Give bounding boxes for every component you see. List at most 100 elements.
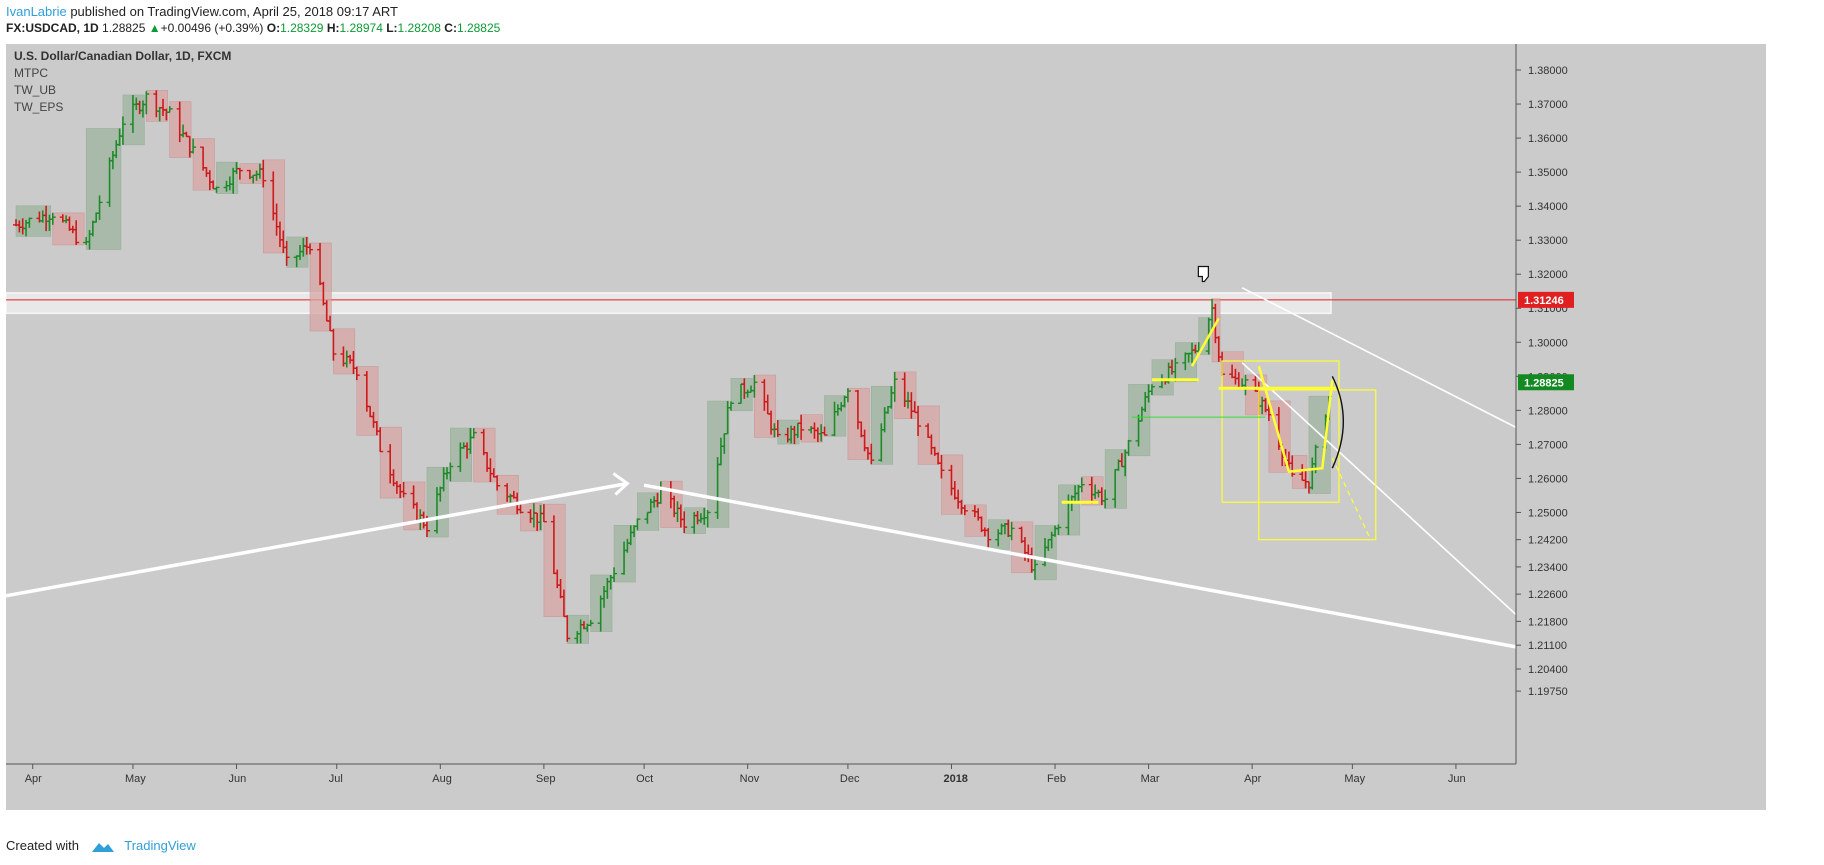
chart-legend: U.S. Dollar/Canadian Dollar, 1D, FXCM MTP… [14, 49, 231, 114]
ohlc-bar[interactable] [868, 443, 875, 465]
x-tick-label: Mar [1141, 773, 1160, 785]
price-label-text: 1.28825 [1524, 377, 1564, 389]
ohlc-bar[interactable] [470, 428, 477, 439]
lower-channel-line[interactable] [1241, 362, 1517, 616]
ohlc-bar[interactable] [1289, 455, 1296, 477]
mtpc-down-box [52, 212, 85, 246]
high-value: 1.28974 [339, 21, 383, 35]
y-tick-label: 1.26000 [1528, 473, 1568, 485]
low-value: 1.28208 [397, 21, 441, 35]
ohlc-bar[interactable] [611, 567, 618, 582]
y-tick-label: 1.36000 [1528, 133, 1568, 145]
ohlc-bar[interactable] [727, 401, 734, 411]
descending-trendline[interactable] [643, 483, 1517, 649]
x-tick-label: Jun [1448, 773, 1466, 785]
ohlc-bar[interactable] [283, 240, 290, 266]
ohlc-bar[interactable] [774, 420, 781, 437]
author-link[interactable]: IvanLabrie [6, 4, 67, 19]
ohlc-bar[interactable] [798, 414, 805, 440]
ohlc-bar[interactable] [681, 511, 688, 533]
ohlc-bar[interactable] [213, 186, 220, 193]
ohlc-bar[interactable] [751, 375, 758, 398]
ohlc-bar[interactable] [190, 138, 197, 154]
y-tick-label: 1.35000 [1528, 167, 1568, 179]
ohlc-bar[interactable] [821, 426, 828, 436]
footer: Created with TradingView [6, 838, 196, 854]
ohlc-bar[interactable] [1102, 489, 1109, 509]
close-label: C: [444, 21, 457, 35]
rally-arrow[interactable] [1190, 317, 1220, 367]
mtpc-up-box [637, 492, 660, 531]
ohlc-bar[interactable] [961, 504, 968, 516]
ohlc-bar[interactable] [73, 220, 80, 245]
ohlc-bar[interactable] [634, 518, 641, 531]
yellow-annotations [1061, 317, 1377, 541]
ohlc-bar[interactable] [891, 371, 898, 402]
ohlc-bar[interactable] [1172, 357, 1179, 382]
ohlc-bar[interactable] [1055, 524, 1062, 536]
y-tick-label: 1.27000 [1528, 439, 1568, 451]
ohlc-bar[interactable] [587, 619, 594, 627]
tradingview-link[interactable]: TradingView [124, 838, 196, 853]
ohlc-bar[interactable] [1242, 374, 1249, 396]
tradingview-logo-icon [91, 842, 114, 852]
price-label-bg [1518, 291, 1574, 308]
ohlc-bar[interactable] [564, 615, 571, 642]
ohlc-bar[interactable] [400, 481, 407, 498]
x-tick-label: Apr [25, 773, 42, 785]
y-tick-label: 1.34000 [1528, 201, 1568, 213]
ohlc-bar[interactable] [1078, 477, 1085, 493]
ohlc-bar[interactable] [1148, 384, 1155, 396]
ohlc-bar[interactable] [236, 167, 243, 180]
ohlc-bar[interactable] [260, 159, 267, 188]
x-tick-label: May [1344, 773, 1365, 785]
ohlc-bar[interactable] [494, 475, 501, 491]
x-tick-label: May [125, 773, 146, 785]
ohlc-bar[interactable] [517, 503, 524, 514]
ohlc-bar[interactable] [26, 217, 33, 228]
ohlc-bar[interactable] [96, 195, 103, 220]
ohlc-bar[interactable] [1008, 521, 1015, 541]
last-price-label: 1.28825 [1518, 374, 1574, 391]
published-text: published on TradingView.com, April 25, … [66, 4, 398, 19]
abc-pattern[interactable] [1257, 365, 1334, 473]
arc-annotation[interactable] [1331, 375, 1345, 469]
resistance-zone[interactable] [6, 292, 1332, 315]
ohlc-bar[interactable] [307, 243, 314, 255]
y-tick-label: 1.20400 [1528, 664, 1568, 676]
ohlc-bar[interactable] [353, 366, 360, 381]
ohlc-bar[interactable] [330, 328, 337, 361]
ohlc-bar[interactable] [377, 427, 384, 453]
ohlc-bar[interactable] [985, 528, 992, 550]
x-axis: Apr May Jun Jul Aug Sep Oct Nov Dec 2018 Feb Mar Apr… [6, 763, 1516, 785]
resistance-price-label: 1.31246 [1518, 291, 1574, 308]
x-tick-label: Apr [1244, 773, 1261, 785]
ohlc-bar[interactable] [540, 504, 547, 523]
ohlc-bar[interactable] [166, 106, 173, 113]
trendline-arrowhead [612, 472, 630, 496]
ohlc-bar[interactable] [447, 462, 454, 482]
ohlc-bar[interactable] [844, 388, 851, 403]
ohlc-bar[interactable] [1031, 557, 1038, 580]
upper-channel-line[interactable] [1241, 287, 1517, 429]
y-axis: 1.38000 1.37000 1.36000 1.35000 1.34000 1.330… [1515, 44, 1568, 764]
thumbs-down-icon[interactable] [1197, 265, 1209, 283]
price-chart[interactable]: 1.38000 1.37000 1.36000 1.35000 1.34000 1.330… [6, 44, 1766, 810]
range-box[interactable] [1221, 360, 1340, 503]
x-tick-label: Feb [1047, 773, 1066, 785]
ohlc-bar[interactable] [1125, 439, 1132, 456]
ohlc-bar[interactable] [49, 212, 56, 225]
ohlc-bar[interactable] [704, 510, 711, 528]
plot-layer [6, 90, 1517, 649]
high-label: H: [326, 21, 340, 35]
symbol-label: FX:USDCAD, 1D [6, 21, 99, 35]
support-trendline[interactable] [6, 481, 628, 598]
ohlc-bar[interactable] [915, 405, 922, 437]
ohlc-bar[interactable] [938, 454, 945, 479]
ohlc-bar[interactable] [143, 91, 150, 115]
projection-box[interactable] [1258, 389, 1377, 541]
created-with-text: Created with [6, 838, 79, 853]
ohlc-bar[interactable] [119, 116, 126, 145]
y-tick-label: 1.38000 [1528, 65, 1568, 77]
projection-dashed[interactable] [1331, 457, 1370, 537]
